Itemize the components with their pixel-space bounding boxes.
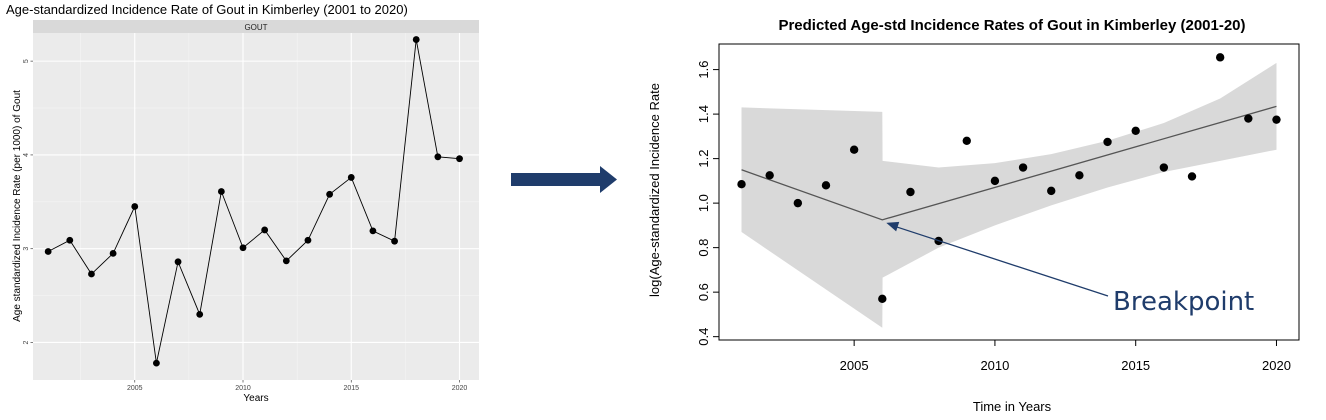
right-chart-x-tick-label: 2020 bbox=[1262, 358, 1291, 373]
right-chart-y-tick-label: 1.6 bbox=[696, 61, 711, 79]
left-chart-point bbox=[239, 244, 247, 252]
breakpoint-annotation: Breakpoint bbox=[886, 221, 1254, 317]
left-chart-point bbox=[456, 155, 463, 163]
right-chart-y-tick-label: 1.4 bbox=[696, 105, 711, 123]
right-chart-point bbox=[1103, 137, 1112, 147]
right-chart-point bbox=[1075, 171, 1084, 180]
breakpoint-arrow-line bbox=[896, 226, 1109, 297]
right-chart-points bbox=[737, 53, 1281, 304]
right-chart-y-tick-label: 0.8 bbox=[696, 239, 711, 257]
left-chart-point bbox=[304, 236, 312, 244]
right-chart-y-axis-label: log(Age-standardized Incidence Rate bbox=[647, 83, 662, 297]
right-chart-point bbox=[849, 145, 859, 154]
transition-arrow-head bbox=[600, 166, 617, 193]
right-chart-point bbox=[821, 181, 831, 190]
left-chart-point bbox=[326, 190, 334, 198]
left-chart-facet-strip bbox=[33, 20, 479, 33]
right-chart: Predicted Age-std Incidence Rates of Gou… bbox=[647, 17, 1300, 414]
transition-arrow bbox=[511, 166, 617, 193]
left-chart-plot-panel bbox=[33, 33, 479, 380]
left-chart-point bbox=[261, 226, 269, 234]
left-chart-y-tick-label: 4 bbox=[23, 153, 30, 157]
right-chart-x-tick-label: 2010 bbox=[980, 358, 1009, 373]
left-chart-x-axis-label: Years bbox=[243, 393, 268, 404]
left-chart-point bbox=[174, 258, 182, 266]
right-chart-point bbox=[990, 176, 1000, 186]
left-chart-point bbox=[131, 203, 139, 210]
right-chart-point bbox=[793, 198, 803, 208]
left-chart-point bbox=[391, 237, 398, 245]
right-chart-fit-path bbox=[741, 105, 1277, 221]
left-chart-x-tick-label: 2015 bbox=[343, 385, 359, 392]
right-chart-y-tick-label: 0.4 bbox=[696, 328, 711, 346]
left-chart-gridlines bbox=[33, 33, 479, 380]
left-chart-y-axis-label: Age standardized Incidence Rate (per 100… bbox=[12, 90, 23, 322]
right-chart-x-tick-label: 2005 bbox=[840, 358, 869, 373]
left-chart-x-tick-label: 2010 bbox=[235, 385, 251, 392]
left-chart-x-ticks: 2005 2010 2015 2020 bbox=[127, 380, 467, 392]
left-chart-series-line bbox=[47, 39, 460, 364]
right-chart-fit-line bbox=[741, 105, 1277, 221]
left-chart-point bbox=[153, 359, 160, 367]
right-chart-point bbox=[1215, 53, 1225, 62]
right-chart-point bbox=[1187, 172, 1197, 181]
left-chart-x-tick-label: 2005 bbox=[127, 385, 143, 392]
left-chart-point bbox=[66, 236, 74, 244]
left-chart-point bbox=[369, 227, 377, 235]
left-chart-point bbox=[347, 174, 355, 181]
right-chart-y-tick-label: 0.6 bbox=[696, 283, 711, 301]
left-chart-point bbox=[88, 270, 95, 278]
right-chart-point bbox=[878, 294, 887, 304]
left-chart-title: Age-standardized Incidence Rate of Gout … bbox=[6, 2, 408, 17]
left-chart-y-tick-label: 3 bbox=[23, 247, 30, 251]
right-chart-point bbox=[1018, 163, 1028, 172]
right-chart-title: Predicted Age-std Incidence Rates of Gou… bbox=[778, 17, 1245, 34]
left-chart-point bbox=[412, 36, 420, 43]
left-chart-point bbox=[217, 188, 225, 195]
right-chart-frame bbox=[718, 43, 1300, 341]
right-chart-y-tick-label: 1.2 bbox=[696, 150, 711, 168]
left-chart-point bbox=[196, 310, 204, 318]
breakpoint-label: Breakpoint bbox=[1113, 287, 1254, 317]
right-chart-point bbox=[1272, 115, 1281, 124]
left-chart: Age-standardized Incidence Rate of Gout … bbox=[6, 2, 479, 404]
breakpoint-arrow-head bbox=[886, 221, 900, 232]
right-chart-x-tick-label: 2015 bbox=[1121, 358, 1150, 373]
left-chart-points bbox=[44, 36, 463, 367]
transition-arrow-shaft bbox=[511, 173, 603, 186]
right-chart-point bbox=[906, 187, 915, 197]
right-chart-confidence-band-area bbox=[741, 62, 1277, 328]
right-chart-confidence-band bbox=[741, 62, 1277, 328]
right-chart-point bbox=[1131, 126, 1140, 135]
left-chart-point bbox=[434, 153, 442, 161]
left-chart-y-tick-label: 5 bbox=[23, 59, 30, 63]
left-chart-y-ticks: 2 3 4 5 bbox=[23, 59, 33, 344]
left-chart-point bbox=[109, 249, 117, 257]
right-chart-point bbox=[1159, 163, 1169, 172]
left-chart-y-tick-label: 2 bbox=[23, 340, 30, 344]
right-chart-y-ticks: 0.4 0.6 0.8 1.0 1.2 1.4 1.6 bbox=[696, 61, 719, 346]
left-chart-x-tick-label: 2020 bbox=[452, 385, 468, 392]
right-chart-point bbox=[737, 180, 746, 189]
right-chart-point bbox=[765, 171, 774, 180]
right-chart-x-axis-label: Time in Years bbox=[973, 399, 1052, 414]
left-chart-point bbox=[44, 248, 52, 255]
left-chart-facet-label: GOUT bbox=[244, 23, 267, 32]
right-chart-x-ticks: 2005 2010 2015 2020 bbox=[840, 340, 1291, 373]
right-chart-y-tick-label: 1.0 bbox=[696, 194, 711, 212]
right-chart-point bbox=[1244, 114, 1253, 123]
right-chart-point bbox=[962, 136, 971, 146]
left-chart-series-path bbox=[47, 39, 460, 364]
right-chart-point bbox=[1047, 186, 1056, 196]
left-chart-point bbox=[282, 257, 290, 265]
